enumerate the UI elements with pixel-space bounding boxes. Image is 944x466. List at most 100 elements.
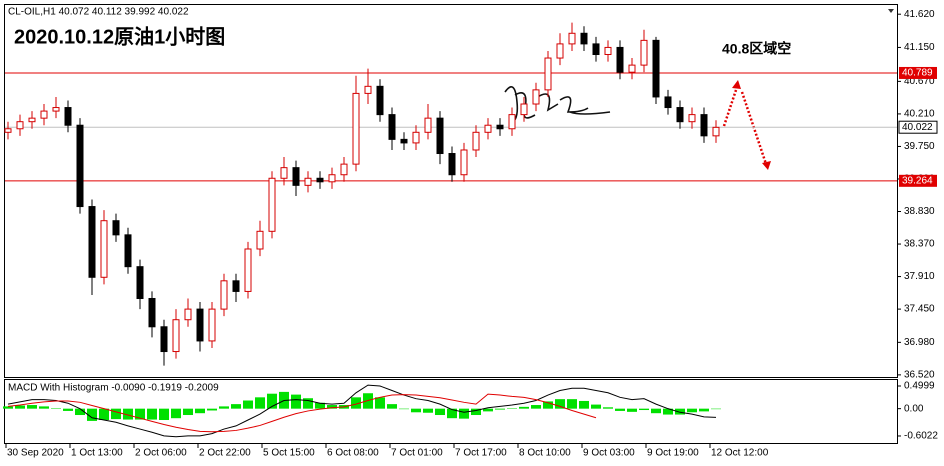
arrow-down — [740, 91, 768, 165]
macd-histogram-bar — [351, 397, 361, 409]
y-tick-label: 40.670 — [904, 76, 935, 87]
arrow-up-head — [732, 80, 741, 89]
macd-header: MACD With Histogram -0.0090 -0.1919 -0.2… — [8, 383, 219, 394]
macd-histogram-bar — [111, 408, 121, 420]
candle-body — [640, 39, 648, 66]
macd-histogram-bar — [303, 398, 313, 409]
macd-histogram-bar — [579, 400, 589, 409]
macd-y-tick-label: -0.6022 — [904, 431, 938, 442]
x-tick-label: 6 Oct 08:00 — [327, 448, 379, 459]
candle-body — [568, 32, 576, 45]
x-tick-label: 7 Oct 01:00 — [391, 448, 443, 459]
macd-histogram-bar — [483, 408, 493, 412]
y-tick-label: 41.620 — [904, 9, 935, 20]
macd-histogram-bar — [39, 406, 49, 409]
macd-histogram-bar — [471, 408, 481, 416]
macd-y-tick-label: 0.4999 — [904, 381, 935, 392]
level-label-box — [899, 66, 937, 79]
candle-body — [340, 163, 348, 176]
chart-title: 2020.10.12原油1小时图 — [14, 24, 225, 48]
candle-body — [532, 89, 540, 105]
x-tick-label: 12 Oct 12:00 — [711, 448, 769, 459]
candle-body — [292, 167, 300, 186]
candle-body — [400, 138, 408, 144]
macd-histogram-bar — [75, 408, 85, 416]
macd-histogram-bar — [531, 405, 541, 409]
candle-body — [712, 126, 720, 137]
y-tick-label: 40.210 — [904, 109, 935, 120]
candle-body — [652, 39, 660, 98]
macd-histogram-bar — [87, 408, 97, 421]
candle-body — [448, 153, 456, 176]
macd-histogram-bar — [447, 408, 457, 419]
x-tick-label: 5 Oct 15:00 — [263, 448, 315, 459]
candle-body — [136, 266, 144, 299]
macd-histogram-bar — [387, 404, 397, 409]
annotation: 40.8区域空 — [722, 41, 791, 57]
y-tick-label: 37.450 — [904, 304, 935, 315]
candle-body — [388, 114, 396, 140]
macd-histogram-bar — [459, 408, 469, 419]
macd-histogram-bar — [495, 408, 505, 410]
macd-histogram-bar — [615, 408, 625, 411]
candle-body — [580, 32, 588, 45]
macd-histogram-bar — [687, 408, 697, 413]
candle-body — [364, 85, 372, 94]
candle-body — [460, 149, 468, 176]
candle-body — [220, 280, 228, 310]
macd-histogram-bar — [543, 401, 553, 409]
y-tick-label: 36.980 — [904, 337, 935, 348]
level-label-box — [899, 174, 937, 187]
macd-histogram-bar — [207, 408, 217, 411]
x-tick-label: 9 Oct 03:00 — [583, 448, 635, 459]
candle-body — [88, 206, 96, 278]
x-tick-label: 30 Sep 2020 — [7, 448, 64, 459]
y-tick-label: 38.830 — [904, 206, 935, 217]
macd-histogram-bar — [435, 408, 445, 416]
candle-body — [100, 220, 108, 278]
candle-body — [424, 117, 432, 133]
macd-histogram-bar — [159, 408, 169, 421]
candle-body — [124, 234, 132, 268]
candle-body — [700, 114, 708, 137]
macd-histogram-bar — [675, 408, 685, 415]
candle-body — [304, 177, 312, 186]
candle-body — [184, 308, 192, 321]
macd-histogram-bar — [399, 408, 409, 410]
chart-header: CL-OIL,H1 40.072 40.112 39.992 40.022 — [8, 7, 189, 18]
candle-body — [4, 128, 12, 133]
candle-body — [352, 92, 360, 165]
macd-histogram-bar — [99, 408, 109, 421]
level-label: 40.789 — [902, 68, 933, 79]
x-tick-label: 8 Oct 10:00 — [519, 448, 571, 459]
candle-body — [256, 230, 264, 250]
candle-body — [484, 124, 492, 133]
macd-histogram-bar — [231, 404, 241, 409]
candle-body — [16, 121, 24, 130]
macd-histogram-bar — [423, 408, 433, 413]
candle-body — [496, 124, 504, 130]
macd-histogram-bar — [3, 406, 13, 409]
macd-histogram-bar — [519, 406, 529, 409]
macd-histogram-bar — [291, 394, 301, 409]
candle-body — [112, 220, 120, 236]
candle-body — [688, 114, 696, 123]
x-tick-label: 1 Oct 13:00 — [71, 448, 123, 459]
candle-body — [604, 46, 612, 56]
macd-histogram-bar — [63, 408, 73, 411]
current-price-box — [898, 120, 938, 134]
candle-body — [520, 103, 528, 116]
macd-histogram-bar — [639, 408, 649, 411]
main-frame — [4, 4, 898, 378]
macd-histogram-bar — [27, 405, 37, 409]
macd-frame — [4, 379, 898, 444]
macd-histogram-bar — [627, 408, 637, 412]
macd-histogram-bar — [567, 399, 577, 409]
candle-body — [616, 46, 624, 73]
macd-histogram-bar — [711, 408, 721, 410]
macd-histogram-bar — [591, 404, 601, 409]
y-tick-label: 37.910 — [904, 271, 935, 282]
